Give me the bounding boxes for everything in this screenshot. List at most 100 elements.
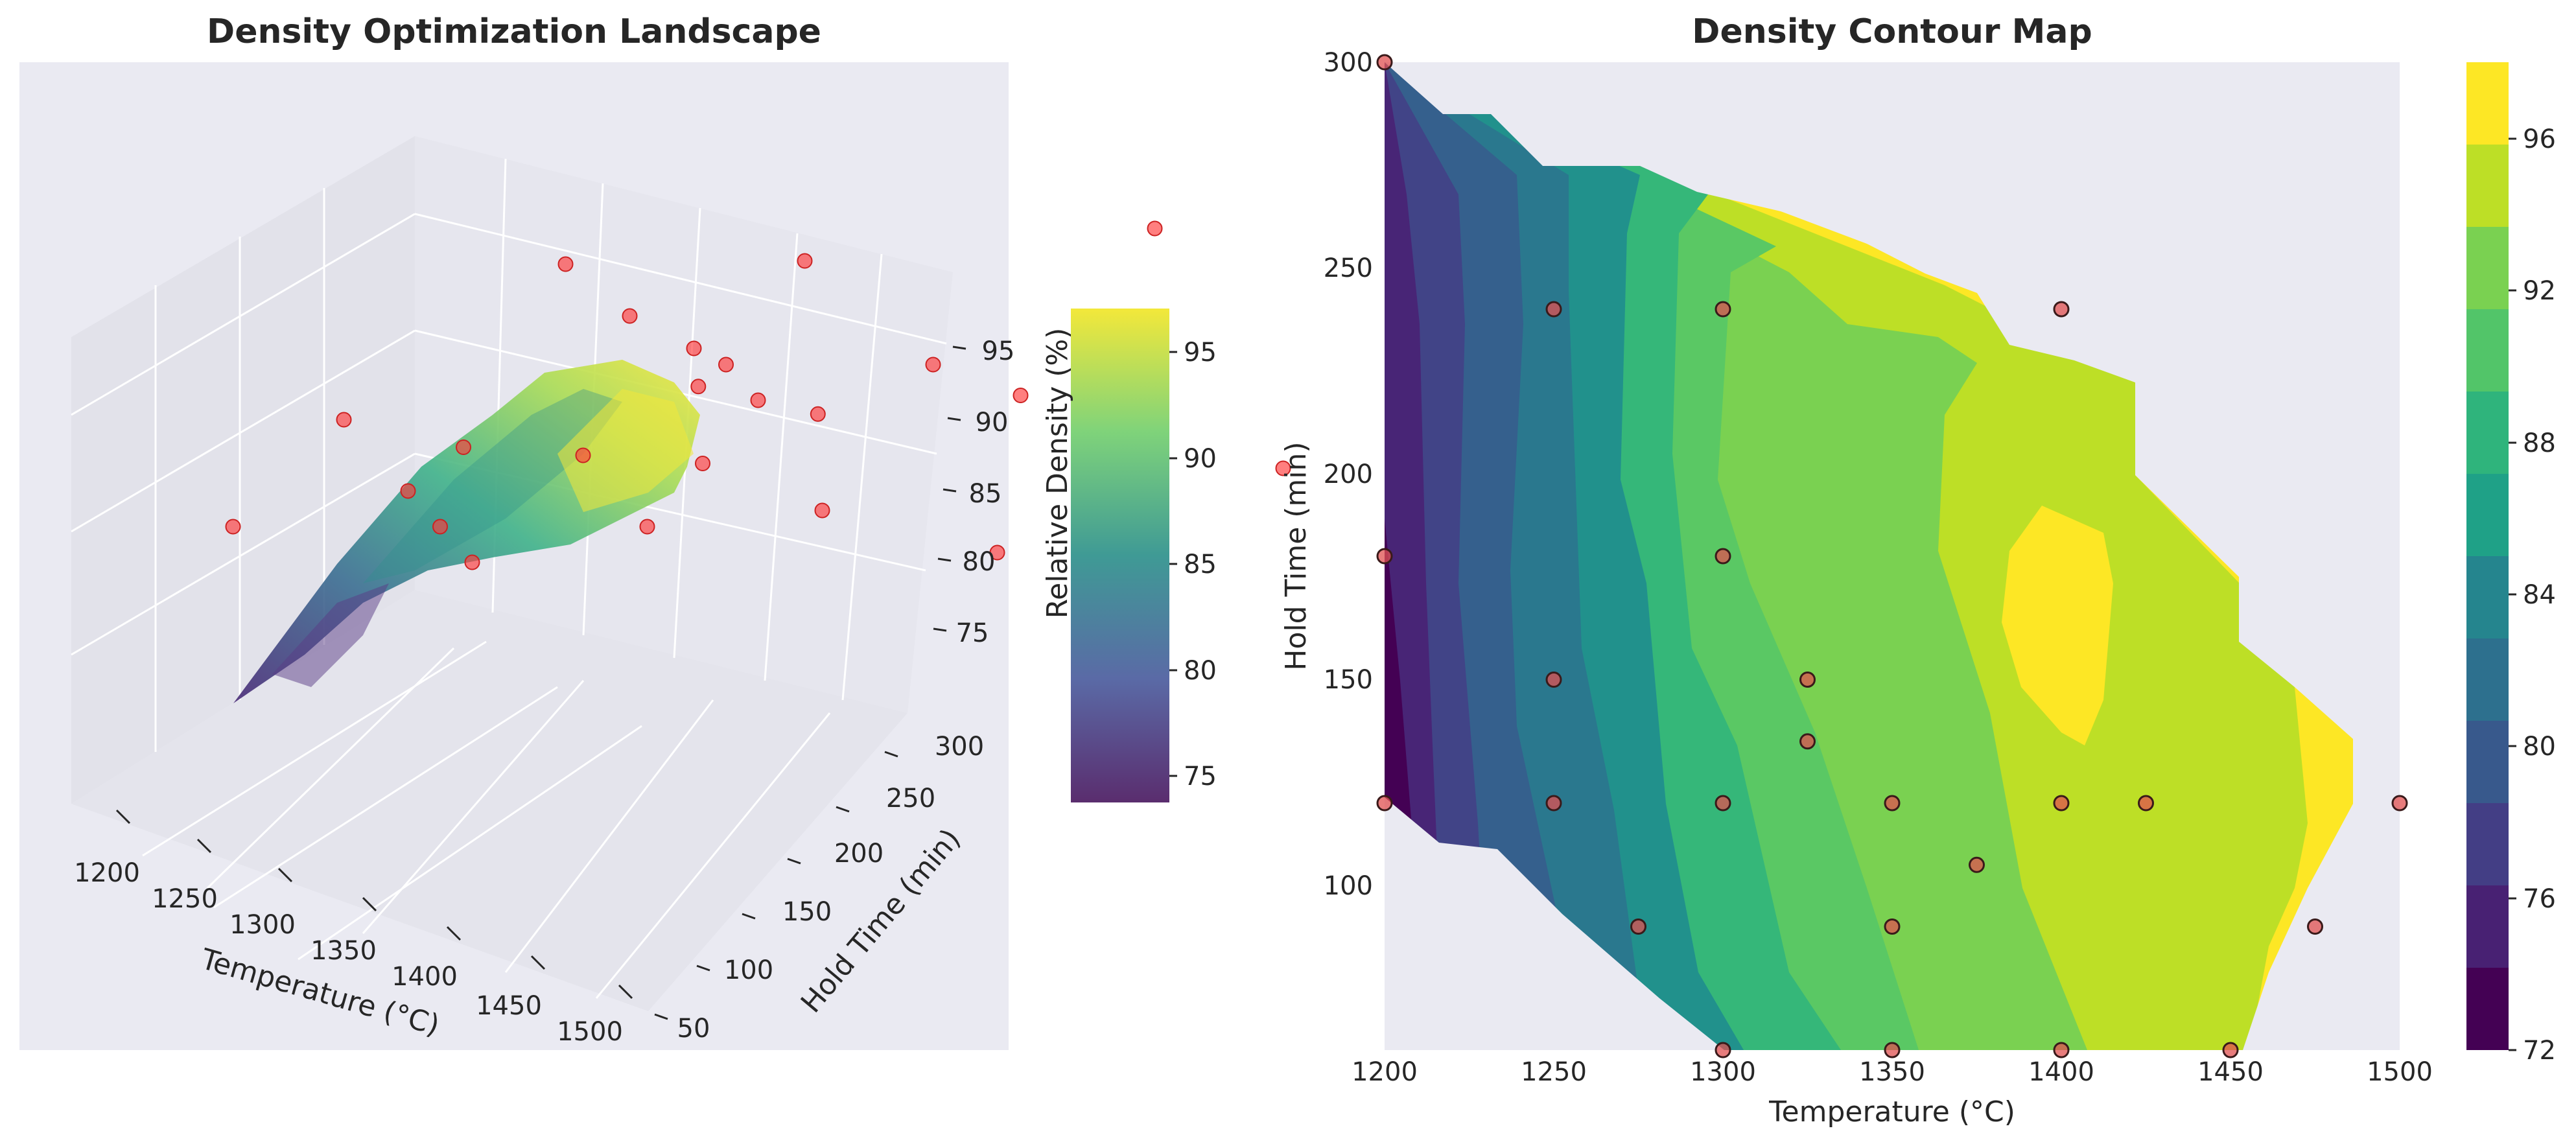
scatter-3d-point	[400, 483, 416, 499]
contour-y-tick: 150	[1324, 665, 1373, 695]
contour-scatter-point	[1799, 733, 1816, 750]
contour-scatter-point	[1715, 301, 1731, 318]
z-tick-3d: 85	[969, 479, 1002, 509]
contour-scatter-point	[1799, 672, 1816, 688]
density-surface	[233, 360, 700, 703]
contour-scatter-point	[1376, 795, 1393, 812]
contour-fill	[1385, 62, 2400, 1050]
right-cbar-tick: 76	[2523, 884, 2556, 914]
contour-x-tick: 1500	[2367, 1057, 2433, 1087]
scatter-3d-point	[639, 519, 655, 535]
left-3d-panel: Density Optimization Landscape	[19, 12, 1291, 1050]
scatter-3d-point	[797, 253, 813, 269]
z-axis-3d: 95 90 85 80 75	[933, 336, 1014, 648]
scatter-3d-point	[622, 308, 638, 324]
scatter-3d-point	[718, 357, 734, 373]
contour-y-label: Hold Time (min)	[1280, 441, 1313, 670]
right-colorbar: 96 92 88 84 80 76 72	[2466, 62, 2556, 1066]
z-axis-label-3d: Relative Density (%)	[1041, 328, 1074, 619]
contour-scatter-point	[2222, 1042, 2239, 1058]
scatter-3d-point	[464, 554, 480, 570]
contour-scatter-point	[2053, 795, 2070, 812]
cbar-band	[2466, 721, 2509, 803]
right-contour-panel: Density Contour Map	[1280, 12, 2556, 1128]
z-tick-3d: 80	[963, 547, 996, 577]
contour-scatter-point	[1545, 795, 1562, 812]
cbar-band	[2466, 474, 2509, 556]
x-tick-3d: 1500	[557, 1017, 623, 1047]
right-cbar-tick: 88	[2523, 428, 2556, 458]
cbar-band	[2466, 145, 2509, 227]
contour-y-tick: 200	[1324, 460, 1373, 489]
contour-scatter-point	[2053, 301, 2070, 318]
contour-x-tick: 1350	[1859, 1057, 1925, 1087]
contour-x-axis: 1200 1250 1300 1350 1400 1450 1500 Tempe…	[1352, 1057, 2433, 1128]
contour-y-tick: 300	[1324, 48, 1373, 78]
contour-scatter-point	[1884, 1042, 1901, 1058]
left-cbar-tick: 90	[1184, 444, 1217, 474]
scatter-3d-point	[336, 412, 352, 428]
z-tick-3d: 95	[982, 336, 1015, 366]
cbar-band	[2466, 227, 2509, 309]
scatter-3d-point	[432, 519, 448, 535]
x-tick-3d: 1450	[476, 991, 542, 1021]
contour-y-axis: 300 250 200 150 100 Hold Time (min)	[1280, 48, 1373, 901]
left-cbar-tick: 95	[1184, 338, 1217, 368]
z-tick-3d: 75	[956, 618, 989, 648]
contour-scatter-point	[1715, 795, 1731, 812]
scatter-3d-point	[557, 256, 574, 272]
contour-y-tick: 250	[1324, 253, 1373, 283]
scatter-3d-point	[690, 379, 707, 395]
cbar-band	[2466, 309, 2509, 392]
contour-x-tick: 1200	[1352, 1057, 1418, 1087]
contour-scatter-point	[1630, 918, 1646, 935]
cbar-band	[2466, 968, 2509, 1050]
y-tick-3d: 300	[935, 732, 984, 762]
scatter-3d-point	[750, 392, 766, 408]
left-colorbar-gradient	[1071, 309, 1169, 802]
contour-x-label: Temperature (°C)	[1768, 1095, 2015, 1128]
scatter-3d-point	[1013, 388, 1029, 403]
left-colorbar: 95 90 85 80 75 Relative Density (%)	[1041, 309, 1217, 802]
scatter-3d-point	[1275, 460, 1291, 476]
scatter-3d-point	[989, 544, 1005, 561]
contour-scatter-point	[1969, 856, 1985, 873]
cbar-band	[2466, 62, 2509, 145]
right-cbar-tick: 80	[2523, 732, 2556, 762]
cbar-band	[2466, 638, 2509, 721]
right-title: Density Contour Map	[1692, 12, 2092, 51]
cbar-band	[2466, 803, 2509, 885]
contour-scatter-point	[2138, 795, 2154, 812]
contour-x-tick: 1300	[1690, 1057, 1756, 1087]
contour-x-tick: 1400	[2028, 1057, 2094, 1087]
left-cbar-tick: 80	[1184, 656, 1217, 686]
contour-scatter-point	[1715, 1042, 1731, 1058]
contour-scatter-point	[1376, 54, 1393, 71]
left-title: Density Optimization Landscape	[207, 12, 821, 51]
scatter-3d-point	[575, 447, 591, 463]
contour-y-tick: 100	[1324, 871, 1373, 901]
scatter-3d-point	[1147, 220, 1163, 237]
x-tick-3d: 1400	[392, 962, 458, 992]
contour-scatter-point	[2391, 795, 2408, 812]
x-tick-3d: 1200	[74, 858, 140, 888]
x-tick-3d: 1250	[152, 884, 218, 914]
contour-scatter-point	[1884, 918, 1901, 935]
y-tick-3d: 50	[677, 1014, 710, 1044]
contour-scatter-point	[1545, 672, 1562, 688]
x-tick-3d: 1350	[310, 936, 377, 966]
y-tick-3d: 250	[886, 784, 935, 813]
scatter-3d-point	[695, 456, 710, 471]
cbar-band	[2466, 556, 2509, 638]
z-tick-3d: 90	[976, 408, 1009, 438]
scatter-3d-points	[225, 220, 1291, 570]
right-cbar-tick: 84	[2523, 580, 2556, 610]
cbar-band	[2466, 885, 2509, 968]
left-cbar-tick: 75	[1184, 762, 1217, 791]
scatter-3d-point	[686, 340, 702, 357]
scatter-3d-point	[225, 519, 241, 535]
x-tick-3d: 1300	[229, 910, 296, 940]
contour-x-tick: 1250	[1521, 1057, 1587, 1087]
cbar-band	[2466, 392, 2509, 474]
